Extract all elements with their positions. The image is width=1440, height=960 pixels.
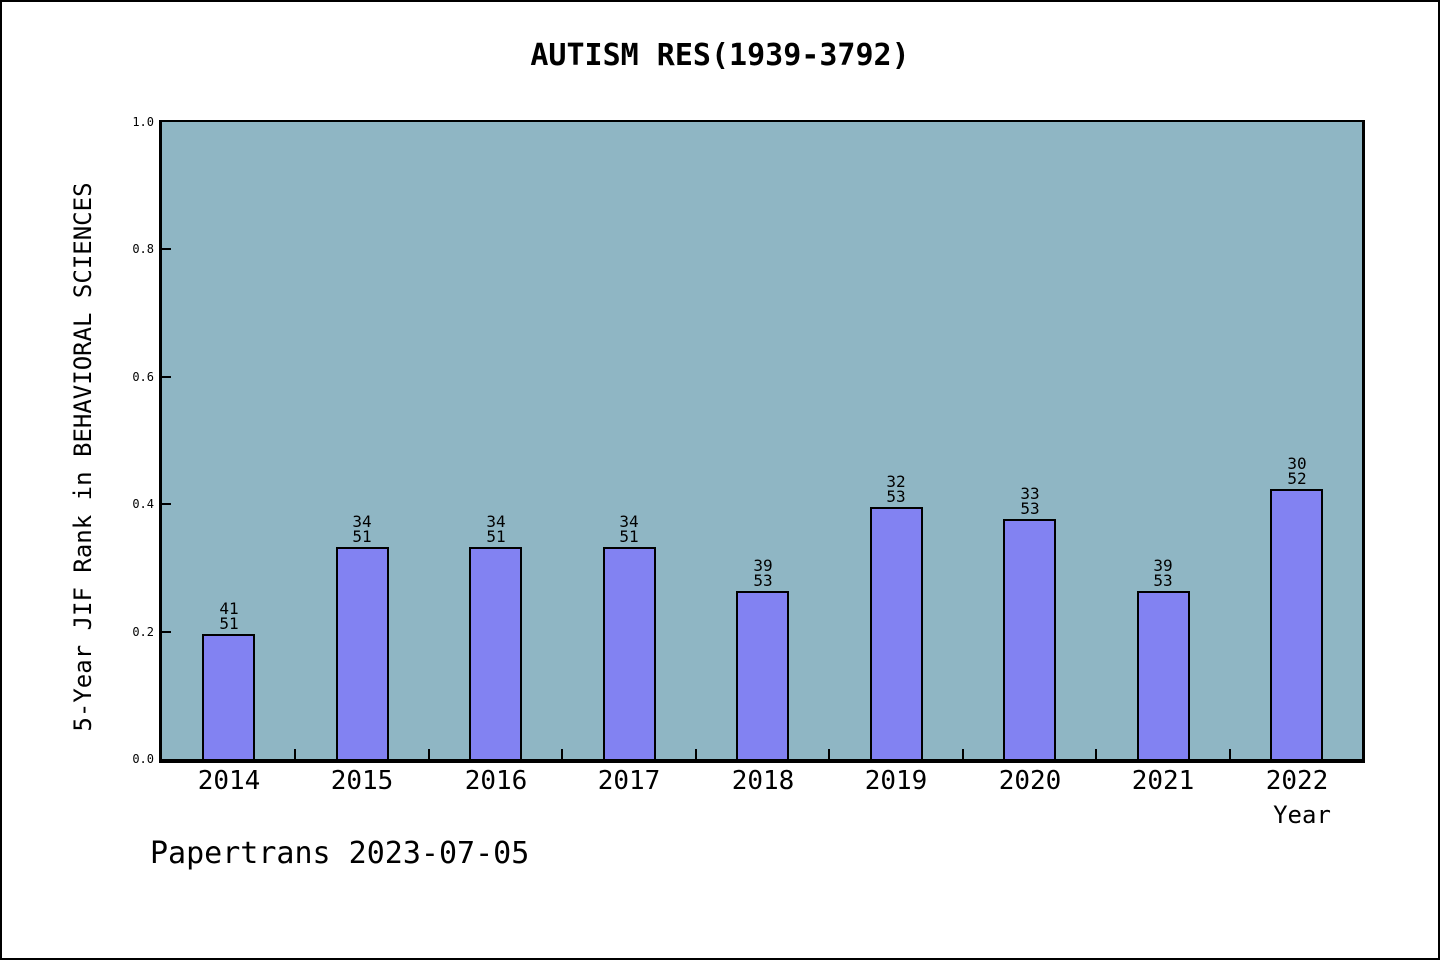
bar	[469, 547, 522, 759]
y-tick-label: 0.8	[132, 242, 154, 256]
y-tick-label: 0.2	[132, 625, 154, 639]
x-minor-tick	[828, 749, 830, 759]
bar	[336, 547, 389, 759]
bar	[1137, 591, 1190, 759]
bar-value-label: 39 53	[1113, 556, 1213, 590]
bar-value-total: 53	[1020, 499, 1040, 518]
bar-value-total: 53	[1153, 571, 1173, 590]
x-tick-label: 2015	[330, 766, 394, 796]
bar-value-rank: 39	[1153, 556, 1173, 575]
x-tick-label: 2019	[864, 766, 928, 796]
bar-value-total: 52	[1287, 469, 1307, 488]
x-minor-tick	[962, 749, 964, 759]
bar-value-rank: 33	[1020, 484, 1040, 503]
bar-value-rank: 34	[619, 512, 639, 531]
y-tick	[162, 631, 171, 633]
bar-value-label: 41 51	[179, 599, 279, 633]
bar-value-rank: 41	[219, 599, 239, 618]
x-tick-label: 2016	[464, 766, 528, 796]
bar-value-label: 33 53	[980, 484, 1080, 518]
bar-value-rank: 39	[753, 556, 773, 575]
bar-value-total: 51	[219, 614, 239, 633]
bar-value-rank: 34	[486, 512, 506, 531]
x-minor-tick	[1229, 749, 1231, 759]
x-minor-tick	[428, 749, 430, 759]
bar-value-label: 32 53	[846, 472, 946, 506]
bar	[1270, 489, 1323, 759]
bar-value-total: 51	[486, 527, 506, 546]
y-tick-label: 0.0	[132, 752, 154, 766]
bar-value-label: 34 51	[312, 512, 412, 546]
chart-title: AUTISM RES(1939-3792)	[530, 38, 910, 73]
x-tick-label: 2021	[1131, 766, 1195, 796]
bar-value-rank: 34	[352, 512, 372, 531]
bar	[736, 591, 789, 759]
x-minor-tick	[294, 749, 296, 759]
y-tick-label: 1.0	[132, 115, 154, 129]
x-tick-label: 2017	[597, 766, 661, 796]
bar-value-label: 34 51	[446, 512, 546, 546]
y-tick	[162, 503, 171, 505]
x-minor-tick	[695, 749, 697, 759]
y-tick	[162, 248, 171, 250]
bar	[603, 547, 656, 759]
bar-value-label: 30 52	[1247, 454, 1347, 488]
x-tick-label: 2020	[998, 766, 1062, 796]
plot-area: 41 51 34 51 34 51 34 51 39 53 32 53 33 53 39 53 30 52	[159, 120, 1365, 763]
bar	[870, 507, 923, 759]
y-tick-label: 0.6	[132, 370, 154, 384]
bar-value-label: 39 53	[713, 556, 813, 590]
x-minor-tick	[1095, 749, 1097, 759]
x-tick-label: 2014	[197, 766, 261, 796]
bar	[1003, 519, 1056, 759]
x-axis-label: Year	[1273, 801, 1331, 829]
y-axis-label: 5-Year JIF Rank in BEHAVIORAL SCIENCES	[69, 182, 97, 732]
bar-value-label: 34 51	[579, 512, 679, 546]
x-minor-tick	[561, 749, 563, 759]
bar-value-total: 51	[619, 527, 639, 546]
footer-watermark: Papertrans 2023-07-05	[150, 836, 530, 871]
y-tick-label: 0.4	[132, 497, 154, 511]
bar-value-total: 53	[753, 571, 773, 590]
bar-value-total: 53	[886, 487, 906, 506]
x-tick-label: 2022	[1265, 766, 1329, 796]
bar-value-total: 51	[352, 527, 372, 546]
x-tick-label: 2018	[731, 766, 795, 796]
bar-value-rank: 32	[886, 472, 906, 491]
bar-value-rank: 30	[1287, 454, 1307, 473]
y-tick	[162, 376, 171, 378]
bar	[202, 634, 255, 759]
